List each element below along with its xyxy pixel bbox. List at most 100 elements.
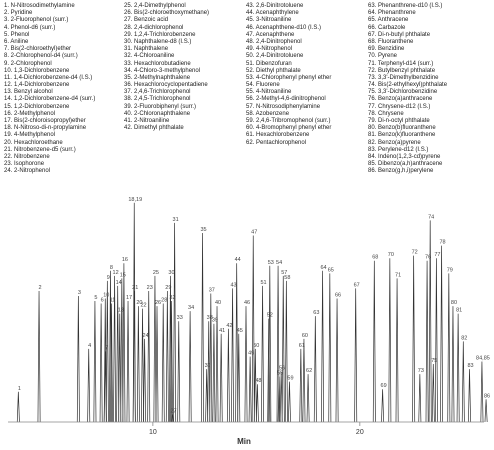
peak [440, 245, 444, 423]
peak [122, 263, 126, 423]
peak-label: 3 [78, 290, 81, 296]
legend-entry: 12. 1,4-Dichlorobenzene [4, 82, 70, 89]
peak-label: 4 [88, 343, 91, 349]
legend-entry: 65. Anthracene [368, 17, 409, 24]
peak [188, 311, 192, 423]
peak-label: 68 [372, 255, 378, 261]
legend-entry: 50. 2,4-Dinitrotoluene [246, 53, 304, 60]
peak [226, 328, 230, 423]
peak [381, 389, 385, 423]
legend-column: 63. Phenanthrene-d10 (I.S.) 64. Phenanthr… [368, 3, 447, 176]
legend-entry: 46. Acenaphthene-d10 (I.S.) [246, 24, 322, 31]
peak [313, 316, 317, 423]
peak [288, 381, 291, 423]
legend-entry: 21. Nitrobenzene-d5 (surr.) [4, 146, 76, 153]
peak [116, 285, 120, 423]
peak [153, 275, 157, 423]
peak-label: 78 [440, 240, 446, 246]
peak [165, 290, 169, 423]
peak [480, 361, 484, 423]
peak-label: 34 [188, 305, 194, 311]
legend-entry: 60. 4-Bromophenyl phenyl ether [246, 125, 332, 132]
legend-entry: 29. 1,2,4-Trichlorobenzene [124, 31, 196, 38]
legend-entry: 52. Diethyl phthalate [246, 67, 301, 74]
legend-entry: 63. Phenanthrene-d10 (I.S.) [368, 3, 443, 9]
peak [321, 270, 325, 423]
legend-entry: 83. Perylene-d12 (I.S.) [368, 146, 429, 153]
legend-column: 1. N-Nitrosodimethylamine 2. Pyridine 3. 2… [4, 3, 95, 176]
peak [120, 278, 124, 423]
peak-label: 41 [219, 328, 225, 334]
peak-label: 40 [215, 300, 221, 306]
peak [37, 290, 41, 423]
peak [306, 374, 310, 423]
peak-label: 82 [461, 335, 467, 341]
legend-entry: 72. Butylbenzyl phthalate [368, 67, 436, 74]
peak [268, 265, 272, 423]
peak-label: 64 [321, 265, 327, 271]
peak [418, 374, 422, 423]
legend-entry: 48. 2,4-Dinitrophenol [246, 38, 302, 45]
legend-entry: 68. Fluoranthene [368, 38, 414, 45]
peak-label: 14 [116, 280, 122, 286]
legend-entry: 39. 2-Fluorobiphenyl (surr.) [124, 103, 197, 110]
peak [93, 301, 97, 423]
peak-label: 16 [122, 257, 128, 263]
peak [261, 285, 265, 423]
peak-label: 31 [173, 217, 179, 223]
legend-entry: 35. 2-Methylnaphthalene [124, 74, 191, 81]
peak-label: 18,19 [128, 197, 142, 203]
peak-label: 39 [212, 318, 218, 324]
legend-entry: 42. Dimethyl phthalate [124, 125, 184, 132]
legend-entry: 82. Benzo(a)pyrene [368, 139, 421, 146]
legend-entry: 81. Benzo(k)fluoranthene [368, 132, 436, 139]
peak [136, 306, 140, 423]
legend-entry: 33. Hexachlorobutadiene [124, 60, 191, 67]
legend-entry: 51. Dibenzofuran [246, 60, 292, 67]
peak [244, 306, 248, 423]
peak-label: 60 [302, 333, 308, 339]
legend-entry: 37. 2,4,6-Trichlorophenol [124, 89, 191, 96]
legend-entry: 61. Hexachlorobenzene [246, 132, 310, 139]
legend-entry: 7. Bis(2-chloroethyl)ether [4, 46, 72, 53]
legend-entry: 55. 4-Nitroaniline [246, 89, 292, 96]
peak [177, 321, 181, 423]
peak [126, 301, 130, 423]
peak-label: 65 [328, 267, 334, 273]
peak [447, 273, 451, 423]
peak [207, 321, 211, 423]
peak-label: 57 [281, 270, 287, 276]
legend-entry: 80. Benzo(b)fluoranthene [368, 125, 436, 132]
legend-entry: 5. Phenol [4, 31, 30, 38]
peak [255, 384, 259, 423]
peak-label: 54 [276, 260, 282, 266]
legend-entry: 44. Acenaphthylene [246, 10, 299, 17]
legend-entry: 49. 4-Nitrophenol [246, 46, 293, 53]
peak-label: 74 [428, 214, 434, 220]
peak-label: 52 [267, 313, 273, 319]
peak [434, 258, 438, 423]
peak [248, 356, 252, 423]
legend-entry: 85. Dibenzo(a,h)anthracene [368, 161, 443, 168]
peak-label: 21 [132, 285, 138, 291]
legend-entry: 75. 3,3'-Dichlorobenzidine [368, 89, 438, 96]
peak [231, 288, 234, 423]
peak-label: 44 [235, 257, 241, 263]
peak-label: 2 [39, 285, 42, 291]
legend-entry: 43. 2,6-Dinitrotoluene [246, 3, 304, 9]
legend-entry: 30. Naphthalene-d8 (I.S.) [124, 38, 192, 45]
peak [328, 273, 332, 423]
peak-label: 22 [140, 303, 146, 309]
legend-entry: 8. 2-Chlorophenol-d4 (surr.) [4, 53, 78, 60]
peak-label: 80 [451, 300, 457, 306]
peak-label: 59 [287, 376, 293, 382]
peak-label: 83 [467, 363, 473, 369]
peak-label: 32 [169, 295, 175, 301]
legend-entry: 45. 3-Nitroaniline [246, 17, 292, 24]
peak [237, 333, 241, 423]
peak [169, 275, 172, 423]
legend-entry: 77. Chrysene-d12 (I.S.) [368, 103, 431, 110]
legend-entry: 20. Hexachloroethane [4, 139, 63, 146]
